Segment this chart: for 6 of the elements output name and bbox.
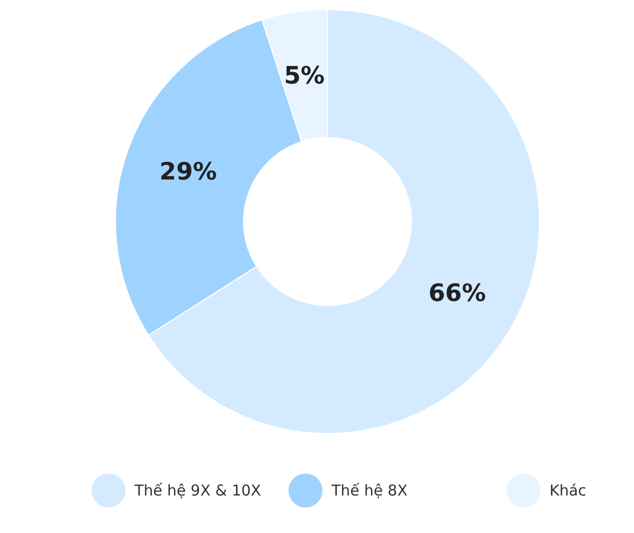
legend-label: Khác [550, 482, 586, 500]
data-label: 29% [160, 157, 217, 186]
legend-label: Thế hệ 8X [330, 482, 408, 500]
data-label: 5% [284, 61, 325, 90]
data-label: 66% [428, 278, 486, 307]
legend-label: Thế hệ 9X & 10X [134, 482, 262, 500]
